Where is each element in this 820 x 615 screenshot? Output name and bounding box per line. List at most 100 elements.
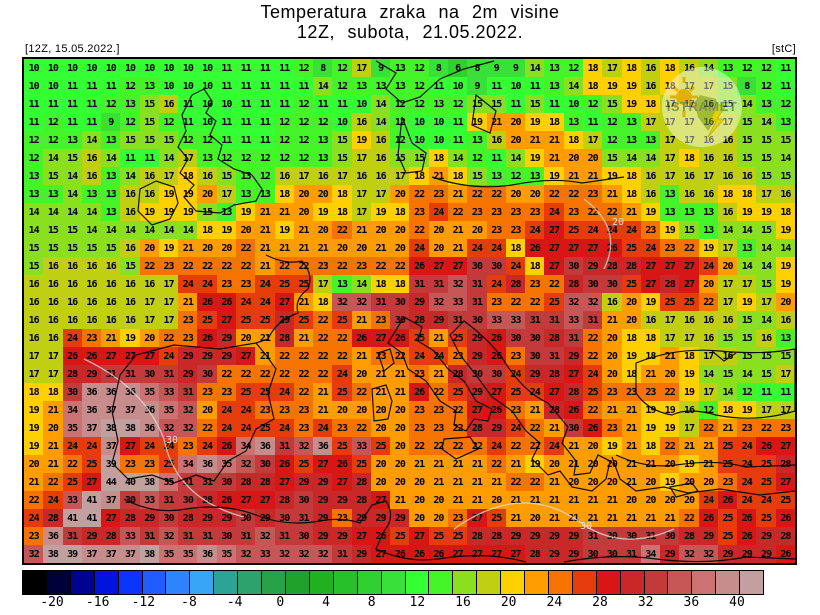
grid-cell: 23 <box>486 221 506 239</box>
grid-cell: 31 <box>197 527 217 545</box>
grid-cell: 13 <box>370 77 391 95</box>
grid-cell: 9 <box>486 59 506 77</box>
grid-cell: 15 <box>81 239 102 257</box>
grid-cell: 17 <box>717 113 738 131</box>
grid-cell: 29 <box>139 509 159 527</box>
grid-cell: 17 <box>698 347 718 365</box>
grid-cell: 31 <box>178 383 198 401</box>
grid-cell: 22 <box>332 329 352 347</box>
grid-cell: 20 <box>409 509 429 527</box>
grid-cell: 12 <box>24 131 44 149</box>
grid-cell: 15 <box>737 329 757 347</box>
scale-cell <box>572 571 597 594</box>
grid-cell: 26 <box>370 527 391 545</box>
scale-cell <box>262 571 286 594</box>
grid-cell: 21 <box>602 509 622 527</box>
grid-cell: 21 <box>640 509 661 527</box>
grid-cell: 29 <box>370 509 391 527</box>
grid-cell: 35 <box>216 455 237 473</box>
grid-cell: 19 <box>158 185 179 203</box>
grid-cell: 14 <box>505 149 526 167</box>
grid-cell: 37 <box>101 545 121 563</box>
grid-cell: 33 <box>62 491 82 509</box>
grid-cell: 20 <box>505 185 526 203</box>
grid-cell: 22 <box>24 491 44 509</box>
grid-cell: 17 <box>332 167 352 185</box>
grid-cell: 11 <box>62 113 82 131</box>
grid-cell: 10 <box>120 59 140 77</box>
grid-cell: 23 <box>409 365 429 383</box>
grid-cell: 21 <box>428 167 449 185</box>
grid-cell: 20 <box>582 455 603 473</box>
grid-cell: 15 <box>409 149 429 167</box>
grid-cell: 22 <box>293 257 314 275</box>
grid-cell: 11 <box>525 77 545 95</box>
grid-cell: 32 <box>178 401 198 419</box>
grid-cell: 14 <box>756 311 776 329</box>
grid-cell: 27 <box>448 545 468 563</box>
grid-cell: 21 <box>428 455 449 473</box>
grid-cell: 30 <box>139 365 159 383</box>
grid-cell: 25 <box>274 275 294 293</box>
grid-cell: 23 <box>717 473 738 491</box>
grid-cell: 17 <box>216 185 237 203</box>
grid-cell: 16 <box>737 167 757 185</box>
grid-cell: 30 <box>293 527 314 545</box>
grid-cell: 17 <box>43 365 63 383</box>
grid-cell: 17 <box>351 185 371 203</box>
grid-cell: 29 <box>756 545 776 563</box>
grid-cell: 27 <box>120 347 140 365</box>
grid-cell: 23 <box>660 239 680 257</box>
grid-cell: 16 <box>370 131 391 149</box>
grid-cell: 21 <box>467 455 487 473</box>
grid-cell: 15 <box>602 95 622 113</box>
grid-cell: 11 <box>81 77 102 95</box>
grid-cell: 20 <box>370 221 391 239</box>
grid-cell: 23 <box>409 401 429 419</box>
grid-cell: 8 <box>313 59 333 77</box>
title-block: Temperatura zraka na 2m visine 12Z, subo… <box>0 2 820 42</box>
grid-cell: 24 <box>640 239 661 257</box>
grid-cell: 31 <box>563 329 583 347</box>
grid-cell: 29 <box>197 509 217 527</box>
grid-cell: 28 <box>409 311 429 329</box>
grid-cell: 13 <box>717 59 738 77</box>
grid-cell: 11 <box>775 77 795 95</box>
grid-cell: 35 <box>216 545 237 563</box>
grid-cell: 17 <box>351 203 371 221</box>
grid-cell: 23 <box>409 419 429 437</box>
grid-cell: 14 <box>62 167 82 185</box>
grid-cell: 22 <box>525 419 545 437</box>
grid-cell: 24 <box>62 329 82 347</box>
grid-cell: 27 <box>313 455 333 473</box>
grid-cell: 18 <box>428 149 449 167</box>
grid-cell: 17 <box>660 329 680 347</box>
grid-cell: 12 <box>236 149 256 167</box>
grid-cell: 21 <box>582 167 603 185</box>
grid-cell: 22 <box>293 365 314 383</box>
grid-cell: 24 <box>428 347 449 365</box>
grid-cell: 13 <box>660 203 680 221</box>
grid-cell: 20 <box>370 473 391 491</box>
grid-cell: 12 <box>563 59 583 77</box>
grid-cell: 27 <box>409 527 429 545</box>
grid-cell: 14 <box>351 275 371 293</box>
scale-cell <box>429 571 454 594</box>
grid-cell: 12 <box>43 113 63 131</box>
grid-cell: 21 <box>448 473 468 491</box>
grid-cell: 20 <box>660 491 680 509</box>
grid-cell: 10 <box>139 59 159 77</box>
grid-cell: 28 <box>274 329 294 347</box>
grid-cell: 24 <box>236 419 256 437</box>
grid-cell: 25 <box>756 509 776 527</box>
grid-cell: 24 <box>544 437 564 455</box>
grid-cell: 32 <box>293 545 314 563</box>
grid-cell: 14 <box>775 239 795 257</box>
grid-cell: 31 <box>236 527 256 545</box>
grid-cell: 16 <box>486 131 506 149</box>
grid-cell: 16 <box>24 329 44 347</box>
grid-cell: 15 <box>756 221 776 239</box>
grid-cell: 24 <box>737 473 757 491</box>
grid-cell: 35 <box>139 383 159 401</box>
grid-cell: 33 <box>563 311 583 329</box>
